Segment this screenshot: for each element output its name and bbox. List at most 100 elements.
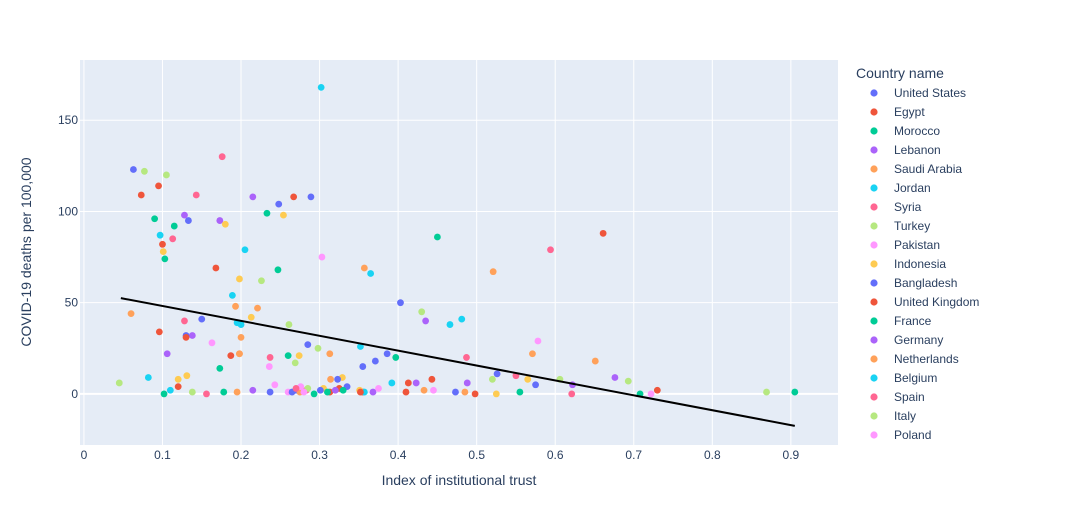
legend-item-turkey[interactable]: Turkey	[870, 219, 930, 233]
data-point	[547, 246, 554, 254]
series-pakistan	[208, 253, 655, 398]
legend-items[interactable]: United States Egypt Morocco Lebanon Saudi Ar…	[870, 86, 979, 442]
data-point	[266, 354, 274, 361]
data-point	[137, 191, 145, 199]
data-point	[314, 344, 322, 352]
data-point	[418, 308, 426, 316]
data-point	[181, 317, 188, 325]
data-point	[291, 359, 299, 367]
data-point	[221, 220, 229, 228]
data-point	[404, 379, 412, 387]
legend-label: Belgium	[894, 371, 937, 385]
legend-item-pakistan[interactable]: Pakistan	[870, 238, 940, 252]
data-point	[236, 350, 243, 358]
legend-label: Jordan	[894, 181, 931, 195]
data-point	[284, 352, 292, 359]
series-spain	[292, 385, 300, 392]
legend-label: Bangladesh	[894, 276, 957, 290]
data-point	[263, 209, 271, 217]
data-point	[285, 321, 293, 328]
legend-item-lebanon[interactable]: Lebanon	[870, 143, 941, 157]
data-point	[488, 375, 496, 383]
data-point	[791, 388, 799, 396]
data-point	[357, 388, 364, 396]
legend-label: Pakistan	[894, 238, 940, 252]
data-point	[388, 379, 396, 387]
data-point	[452, 388, 459, 396]
data-point	[155, 182, 162, 190]
legend[interactable]: Country name United States Egypt Morocco Le…	[856, 65, 979, 442]
plot-background	[80, 60, 838, 445]
y-axis-title: COVID-19 deaths per 100,000	[18, 157, 34, 346]
trendline-layer	[120, 297, 795, 427]
y-tick-label: 0	[71, 387, 78, 401]
data-point	[216, 217, 224, 224]
legend-item-indonesia[interactable]: Indonesia	[870, 257, 946, 271]
legend-item-france[interactable]: France	[870, 314, 932, 328]
legend-marker	[870, 165, 878, 173]
legend-item-syria[interactable]: Syria	[870, 200, 922, 214]
legend-item-united-states[interactable]: United States	[870, 86, 966, 100]
legend-marker	[870, 241, 878, 249]
legend-item-saudi-arabia[interactable]: Saudi Arabia	[870, 162, 962, 176]
data-point	[151, 215, 159, 223]
data-point	[428, 375, 436, 383]
legend-item-germany[interactable]: Germany	[870, 333, 943, 347]
legend-item-bangladesh[interactable]: Bangladesh	[870, 276, 957, 290]
data-point	[170, 222, 178, 230]
data-point	[304, 341, 312, 349]
legend-item-united-kingdom[interactable]: United Kingdom	[870, 295, 979, 309]
legend-marker	[870, 336, 878, 344]
y-tick-label: 100	[58, 204, 78, 218]
legend-item-morocco[interactable]: Morocco	[870, 124, 940, 138]
data-point	[280, 211, 287, 219]
x-tick-label: 0.3	[311, 448, 328, 462]
legend-item-belgium[interactable]: Belgium	[870, 371, 937, 385]
series-france	[324, 386, 347, 396]
data-point	[216, 364, 224, 372]
data-point	[198, 315, 206, 323]
data-point	[420, 386, 428, 394]
data-point	[446, 321, 454, 328]
legend-item-egypt[interactable]: Egypt	[870, 105, 925, 119]
legend-label: Italy	[894, 409, 916, 423]
data-point	[611, 374, 619, 381]
legend-item-netherlands[interactable]: Netherlands	[870, 352, 959, 366]
x-tick-label: 0.7	[625, 448, 642, 462]
legend-item-poland[interactable]: Poland	[870, 428, 931, 442]
x-tick-label: 0.9	[783, 448, 800, 462]
data-point	[397, 299, 404, 307]
data-point	[524, 375, 532, 383]
data-point	[599, 229, 607, 237]
data-point	[763, 388, 770, 396]
legend-item-italy[interactable]: Italy	[870, 409, 916, 423]
x-axis-ticks: 0 0.1 0.2 0.3 0.4 0.5 0.6 0.7 0.8 0.9	[81, 448, 800, 462]
x-tick-label: 0.8	[704, 448, 721, 462]
data-point	[163, 350, 171, 358]
x-tick-label: 0.4	[390, 448, 407, 462]
data-point	[192, 191, 200, 199]
data-point	[249, 386, 257, 394]
data-point	[334, 375, 342, 383]
legend-label: Netherlands	[894, 352, 959, 366]
legend-item-spain[interactable]: Spain	[870, 390, 925, 404]
series-poland	[300, 388, 308, 396]
legend-marker	[870, 184, 878, 192]
data-point	[307, 193, 315, 201]
y-tick-label: 150	[58, 113, 78, 127]
data-point	[318, 253, 326, 261]
data-point	[258, 277, 265, 285]
legend-item-jordan[interactable]: Jordan	[870, 181, 931, 195]
x-axis-title: Index of institutional trust	[382, 472, 537, 488]
data-point	[360, 264, 368, 272]
data-points	[115, 83, 799, 398]
data-point	[383, 350, 391, 358]
data-point	[241, 246, 249, 254]
legend-label: Egypt	[894, 105, 925, 119]
data-point	[392, 354, 400, 361]
legend-label: Syria	[894, 200, 922, 214]
data-point	[183, 372, 191, 380]
data-point	[274, 266, 282, 274]
data-point	[160, 390, 168, 398]
